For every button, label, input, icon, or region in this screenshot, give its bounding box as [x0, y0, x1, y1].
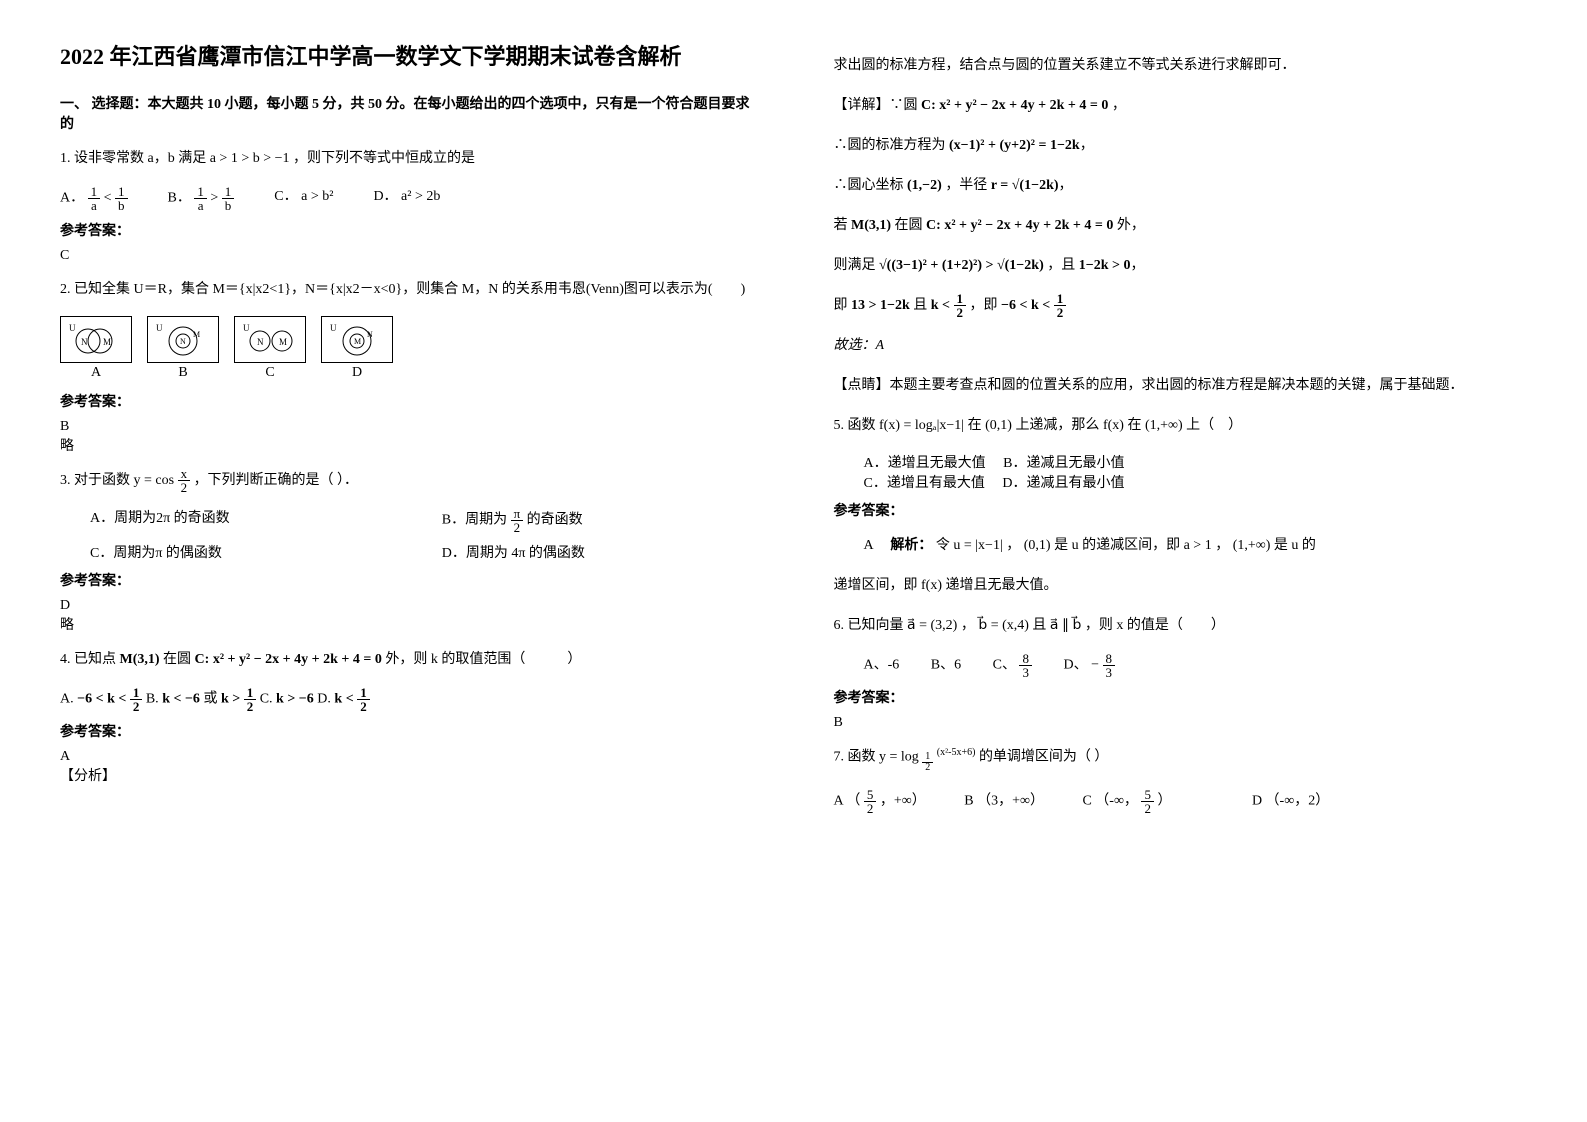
venn-c: UN M — [234, 316, 306, 363]
comment: 【点睛】本题主要考查点和圆的位置关系的应用，求出圆的标准方程是解决本题的关键，属… — [834, 372, 1528, 400]
q3-answer: D — [60, 598, 754, 614]
q1-answer-label: 参考答案： — [60, 220, 754, 240]
left-column: 2022 年江西省鹰潭市信江中学高一数学文下学期期末试卷含解析 一、 选择题：本… — [60, 40, 754, 815]
question-2: 2. 已知全集 U＝R，集合 M＝{x|x2<1}，N＝{x|x2－x<0}，则… — [60, 276, 754, 304]
q1-optB: B． 1a > 1b — [168, 185, 235, 212]
question-7: 7. 函数 y = log 12 (x²-5x+6) 的单调增区间为（ ） — [834, 743, 1528, 773]
q5-options: A．递增且无最大值 B．递减且无最小值 C．递增且有最大值 D．递减且有最小值 — [864, 452, 1528, 492]
q5-answer-label: 参考答案： — [834, 500, 1528, 520]
svg-text:U: U — [243, 323, 250, 333]
detail-line: 【详解】∵圆 C: x² + y² − 2x + 4y + 2k + 4 = 0… — [834, 92, 1528, 120]
q4-answer: A — [60, 749, 754, 765]
analysis-text: 求出圆的标准方程，结合点与圆的位置关系建立不等式关系进行求解即可． — [834, 52, 1528, 80]
q3-answer-label: 参考答案： — [60, 570, 754, 590]
svg-text:M: M — [193, 330, 200, 339]
q3-options: A．周期为2π 的奇函数 B．周期为 π2 的奇函数 C．周期为π 的偶函数 D… — [90, 507, 754, 562]
q3-optC: C．周期为π 的偶函数 — [90, 542, 402, 562]
q2-answer: B — [60, 419, 754, 435]
q4-analysis-label: 【分析】 — [60, 765, 754, 785]
q3-optD: D．周期为 4π 的偶函数 — [442, 542, 754, 562]
q3-note: 略 — [60, 614, 754, 634]
q1-optD: D． a² > 2b — [373, 185, 440, 212]
right-column: 求出圆的标准方程，结合点与圆的位置关系建立不等式关系进行求解即可． 【详解】∵圆… — [834, 40, 1528, 815]
venn-label-b: B — [178, 365, 187, 381]
section-1-header: 一、 选择题：本大题共 10 小题，每小题 5 分，共 50 分。在每小题给出的… — [60, 93, 754, 133]
exam-title: 2022 年江西省鹰潭市信江中学高一数学文下学期期末试卷含解析 — [60, 40, 754, 73]
svg-text:U: U — [330, 323, 337, 333]
question-6: 6. 已知向量 a⃗ = (3,2) ， b⃗ = (x,4) 且 a⃗ ∥ b… — [834, 612, 1528, 640]
q1-text: 1. 设非零常数 a，b 满足 — [60, 151, 206, 166]
q3-optA: A．周期为2π 的奇函数 — [90, 507, 402, 534]
q1-answer: C — [60, 248, 754, 264]
question-4: 4. 已知点 M(3,1) 在圆 C: x² + y² − 2x + 4y + … — [60, 646, 754, 674]
svg-text:N: N — [81, 337, 88, 347]
venn-a: UN M — [60, 316, 132, 363]
q1-optC: C． a > b² — [274, 185, 333, 212]
q2-answer-label: 参考答案： — [60, 391, 754, 411]
q6-answer-label: 参考答案： — [834, 687, 1528, 707]
q5-explain: A 解析： 令 u = |x−1| ， (0,1) 是 u 的递减区间，即 a … — [864, 532, 1528, 560]
q4-answer-label: 参考答案： — [60, 721, 754, 741]
q4-options: A. −6 < k < 12 B. k < −6 或 k > 12 C. k >… — [60, 686, 754, 713]
q6-answer: B — [834, 715, 1528, 731]
svg-text:M: M — [354, 337, 361, 346]
svg-text:M: M — [103, 337, 111, 347]
q7-options: A （ 52 ，+∞） B （3，+∞） C （-∞， 52 ） D （-∞，2… — [834, 788, 1528, 815]
venn-label-d: D — [352, 365, 362, 381]
q1-text2: ，则下列不等式中恒成立的是 — [293, 151, 475, 166]
venn-b: U NM — [147, 316, 219, 363]
q1-optA: A． 1a < 1b — [60, 185, 128, 212]
q2-note: 略 — [60, 435, 754, 455]
question-3: 3. 对于函数 y = cos x2 ，下列判断正确的是（ ）． — [60, 467, 754, 495]
venn-diagrams: UNM A UNM B UNM C UMN D — [60, 316, 754, 381]
venn-label-c: C — [265, 365, 274, 381]
svg-text:N: N — [367, 330, 373, 339]
question-5: 5. 函数 f(x) = logₐ|x−1| 在 (0,1) 上递减，那么 f(… — [834, 412, 1528, 440]
svg-text:U: U — [69, 323, 76, 333]
svg-text:N: N — [180, 337, 186, 346]
venn-d: U MN — [321, 316, 393, 363]
question-1: 1. 设非零常数 a，b 满足 a > 1 > b > −1 ，则下列不等式中恒… — [60, 145, 754, 173]
q6-options: A、-6 B、6 C、 83 D、 − 83 — [864, 652, 1528, 679]
svg-text:M: M — [279, 337, 287, 347]
q1-cond: a > 1 > b > −1 — [210, 151, 290, 166]
venn-label-a: A — [91, 365, 101, 381]
svg-text:U: U — [156, 323, 163, 333]
q3-optB: B．周期为 π2 的奇函数 — [442, 507, 754, 534]
conclusion: 故选：A — [834, 332, 1528, 360]
svg-text:N: N — [257, 337, 264, 347]
q1-options: A． 1a < 1b B． 1a > 1b C． a > b² D． a² > … — [60, 185, 754, 212]
